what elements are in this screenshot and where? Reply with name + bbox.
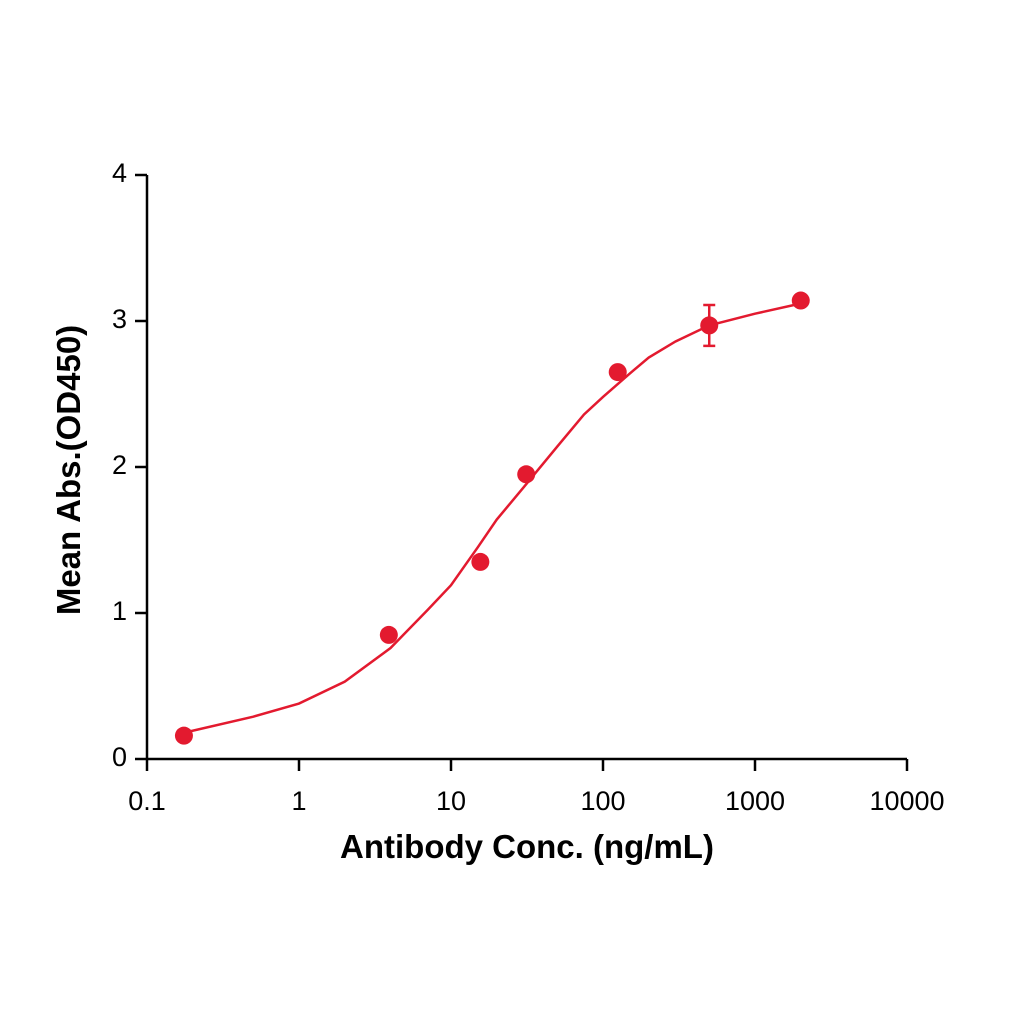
y-axis-title: Mean Abs.(OD450) bbox=[50, 325, 87, 615]
data-point bbox=[791, 291, 810, 310]
x-tick-label: 0.1 bbox=[128, 786, 166, 816]
x-tick-label: 1 bbox=[291, 786, 306, 816]
y-tick-label: 4 bbox=[112, 158, 127, 188]
x-tick-label: 10000 bbox=[869, 786, 944, 816]
data-point bbox=[700, 316, 719, 335]
data-point bbox=[471, 552, 490, 571]
fit-curve bbox=[183, 302, 802, 734]
x-tick-label: 1000 bbox=[725, 786, 785, 816]
data-point bbox=[379, 625, 398, 644]
y-tick-label: 3 bbox=[112, 304, 127, 334]
data-point bbox=[517, 465, 536, 484]
data-point bbox=[174, 726, 193, 745]
x-tick-label: 10 bbox=[436, 786, 466, 816]
y-tick-label: 0 bbox=[112, 742, 127, 772]
x-tick-label: 100 bbox=[580, 786, 625, 816]
data-point bbox=[608, 363, 627, 382]
y-tick-label: 1 bbox=[112, 596, 127, 626]
y-tick-label: 2 bbox=[112, 450, 127, 480]
x-axis-title: Antibody Conc. (ng/mL) bbox=[340, 828, 714, 865]
